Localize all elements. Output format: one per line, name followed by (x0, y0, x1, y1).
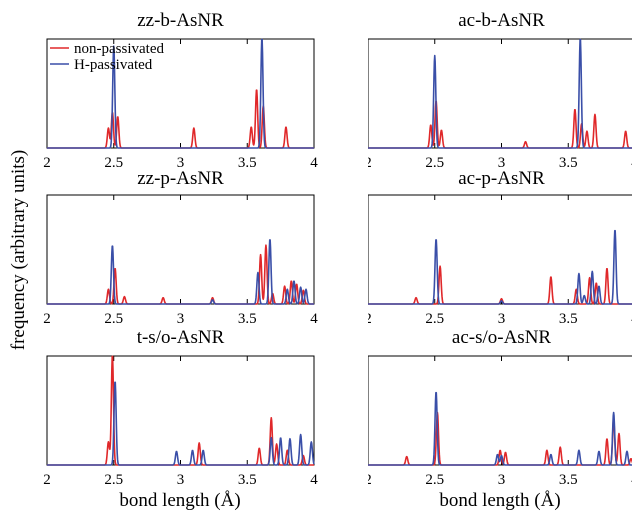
panel-title: ac-p-AsNR (458, 168, 545, 189)
x-tick-label: 2 (364, 472, 372, 488)
series-h-passivated-line (46, 38, 315, 149)
panel-3: zz-p-AsNR 2 2.5 3 3.5 4 (43, 168, 318, 327)
panel-title: zz-b-AsNR (137, 10, 224, 31)
panel-frame (368, 194, 632, 305)
x-tick-label: 4 (310, 155, 318, 171)
panel-frame (46, 194, 315, 305)
x-tick-label: 3.5 (238, 311, 257, 327)
series-non-passivated-line (368, 411, 632, 466)
x-tick-label: 3.5 (238, 155, 257, 171)
panel-title: ac-s/o-AsNR (452, 327, 552, 348)
y-axis-label: frequency (arbitrary units) (8, 150, 29, 350)
x-tick-label: 2 (43, 472, 51, 488)
series-h-passivated-line (46, 381, 315, 466)
x-tick-label: 4 (310, 472, 318, 488)
series-non-passivated-line (368, 100, 632, 149)
x-tick-label: 3.5 (559, 472, 578, 488)
series-non-passivated-line (46, 89, 315, 149)
x-tick-label: 3 (498, 311, 506, 327)
x-tick-label: 3.5 (559, 311, 578, 327)
legend-label: H-passivated (74, 57, 153, 73)
x-tick-label: 3.5 (559, 155, 578, 171)
x-tick-label: 2 (43, 311, 51, 327)
panel-frame (368, 355, 632, 466)
series-h-passivated-line (46, 239, 315, 305)
panel-1: zz-b-AsNR 2 2.5 3 3.5 4 non-passivatedH-passiv… (43, 10, 318, 171)
legend-label: non-passivated (74, 41, 164, 57)
x-tick-label: 3 (498, 155, 506, 171)
panel-frame (46, 355, 315, 466)
x-tick-label: 2.5 (104, 472, 123, 488)
x-tick-label: 2.5 (425, 155, 444, 171)
x-tick-label: 3 (177, 155, 185, 171)
panel-frame (368, 38, 632, 149)
x-tick-label: 3 (498, 472, 506, 488)
series-h-passivated-line (368, 391, 632, 466)
x-tick-label: 3.5 (238, 472, 257, 488)
series-h-passivated-line (368, 38, 632, 149)
series-non-passivated-line (46, 355, 315, 466)
panel-title: ac-b-AsNR (458, 10, 545, 31)
x-tick-label: 2.5 (104, 155, 123, 171)
series-non-passivated-line (46, 244, 315, 305)
panel-title: zz-p-AsNR (137, 168, 224, 189)
x-tick-label: 2.5 (425, 472, 444, 488)
x-tick-label: 3 (177, 311, 185, 327)
x-axis-label-right: bond length (Å) (439, 490, 560, 511)
series-h-passivated-line (368, 229, 632, 305)
panel-title: t-s/o-AsNR (137, 327, 225, 348)
panel-5: t-s/o-AsNR 2 2.5 3 3.5 4 (43, 327, 318, 488)
x-tick-label: 3 (177, 472, 185, 488)
x-tick-label: 2 (364, 155, 372, 171)
x-tick-label: 4 (310, 311, 318, 327)
x-axis-label-left: bond length (Å) (119, 490, 240, 511)
x-tick-label: 2.5 (104, 311, 123, 327)
x-tick-label: 2.5 (425, 311, 444, 327)
x-tick-label: 2 (364, 311, 372, 327)
x-tick-label: 2 (43, 155, 51, 171)
